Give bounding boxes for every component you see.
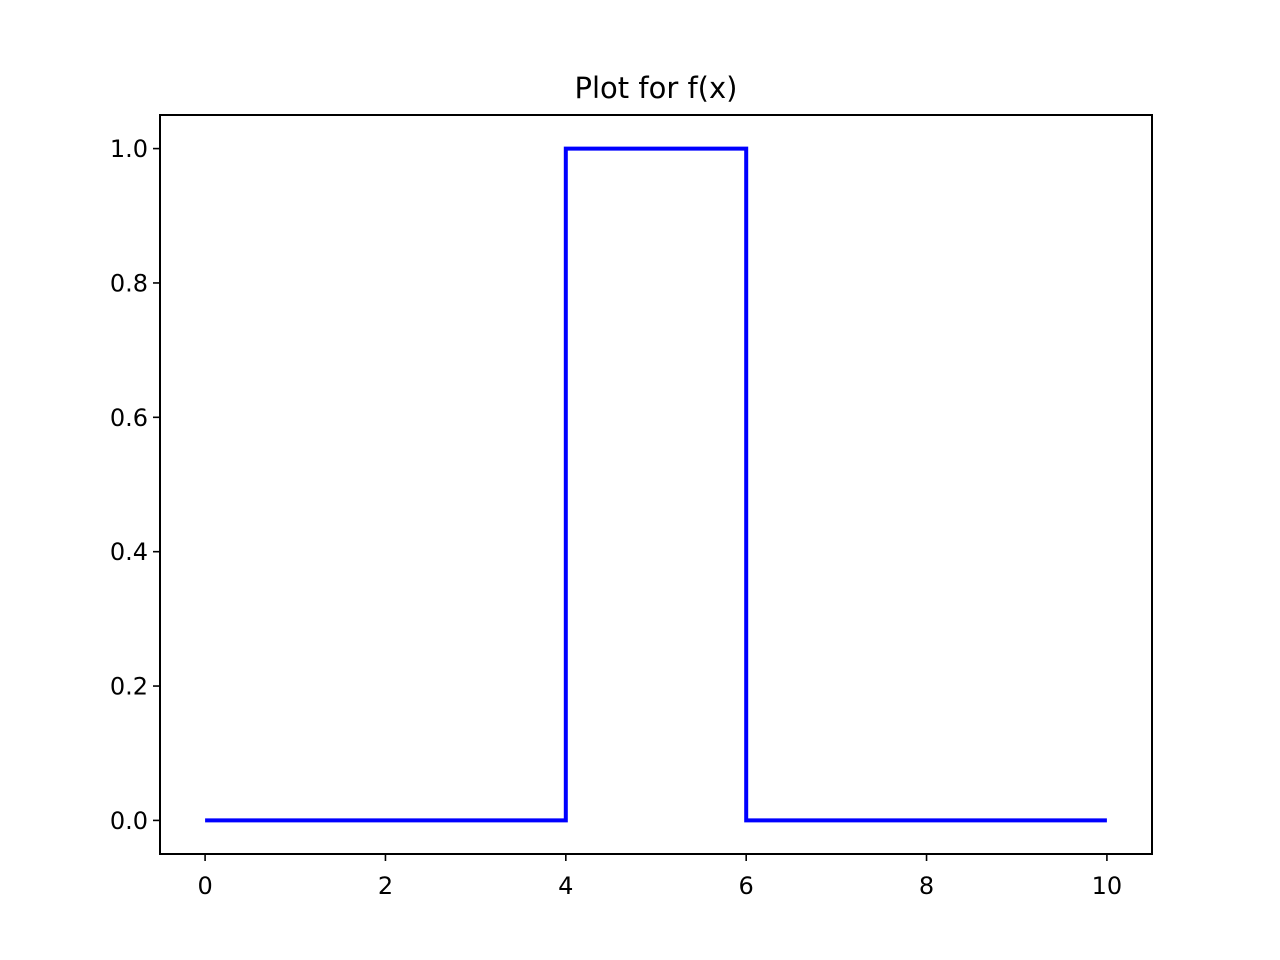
y-tick-label: 0.2 — [110, 673, 148, 701]
series-line — [205, 146, 1107, 823]
y-tick-label: 0.6 — [110, 404, 148, 432]
y-axis-ticks: 0.0 0.2 0.4 0.6 0.8 1.0 — [110, 135, 160, 835]
y-tick-label: 0.8 — [110, 269, 148, 297]
x-tick-label: 2 — [378, 872, 393, 900]
x-tick-label: 10 — [1092, 872, 1123, 900]
x-axis-ticks: 0 2 4 6 8 10 — [197, 854, 1122, 900]
x-tick-label: 0 — [197, 872, 212, 900]
y-tick-label: 0.4 — [110, 538, 148, 566]
x-tick-label: 6 — [739, 872, 754, 900]
y-tick-label: 1.0 — [110, 135, 148, 163]
chart-title: Plot for f(x) — [575, 71, 738, 105]
y-tick-label: 0.0 — [110, 807, 148, 835]
x-tick-label: 8 — [919, 872, 934, 900]
plot-area-frame — [159, 114, 1153, 855]
series-layer — [205, 146, 1107, 823]
x-tick-label: 4 — [558, 872, 573, 900]
